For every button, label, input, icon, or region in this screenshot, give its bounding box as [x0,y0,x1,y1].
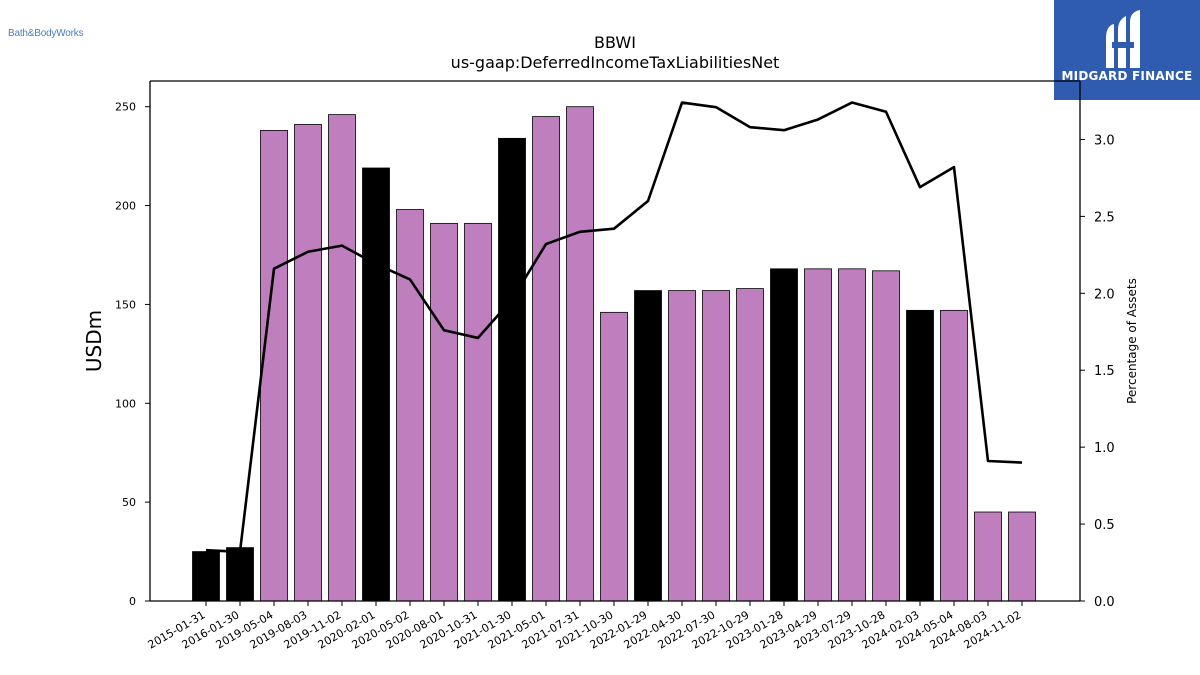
y-tick-label: 100 [115,397,136,410]
bar [430,222,458,602]
y-axis-label: USDm [82,310,106,372]
y2-tick-label: 2.0 [1094,287,1115,302]
bar [634,290,662,602]
bar [362,167,390,602]
bar [532,116,560,602]
y2-tick-label: 3.0 [1094,133,1115,148]
bar [702,290,730,602]
bar [668,290,696,602]
bar [464,222,492,602]
y-tick-label: 150 [115,298,136,311]
company-logo-text: Bath&BodyWorks [8,28,84,39]
bar [1008,511,1036,602]
bar [600,311,628,602]
y2-tick-label: 0.0 [1094,595,1115,610]
bar [906,309,934,602]
y2-tick-label: 1.0 [1094,441,1115,456]
bar [294,124,322,602]
midgard-logo-label: MIDGARD FINANCE [1061,69,1193,83]
y-tick-label: 0 [129,595,136,608]
bar [192,551,220,602]
y2-tick-label: 2.5 [1094,210,1115,225]
y2-tick-label: 1.5 [1094,364,1115,379]
y2-tick-label: 0.5 [1094,518,1115,533]
bar [566,106,594,602]
plot-area: 0501001502002500.00.51.01.52.02.53.02015… [115,80,1115,652]
bar [838,268,866,602]
y-tick-label: 250 [115,101,136,114]
midgard-finance-logo: MIDGARD FINANCE [1054,0,1200,100]
bar [260,130,288,602]
y-tick-label: 200 [115,200,136,213]
bar [770,268,798,602]
bar [226,547,254,602]
chart-title: BBWI [594,33,636,52]
chart-subtitle: us-gaap:DeferredIncomeTaxLiabilitiesNet [451,53,780,72]
bar [940,309,968,602]
bar [804,268,832,602]
midgard-logo-icon [1106,10,1140,68]
y2-axis-label: Percentage of Assets [1125,278,1139,404]
bar [328,114,356,602]
bar [396,209,424,602]
bar [736,288,764,602]
y-tick-label: 50 [122,496,136,509]
percentage-line [205,101,1023,554]
bar [974,511,1002,602]
bar [498,137,526,602]
bar [872,270,900,602]
